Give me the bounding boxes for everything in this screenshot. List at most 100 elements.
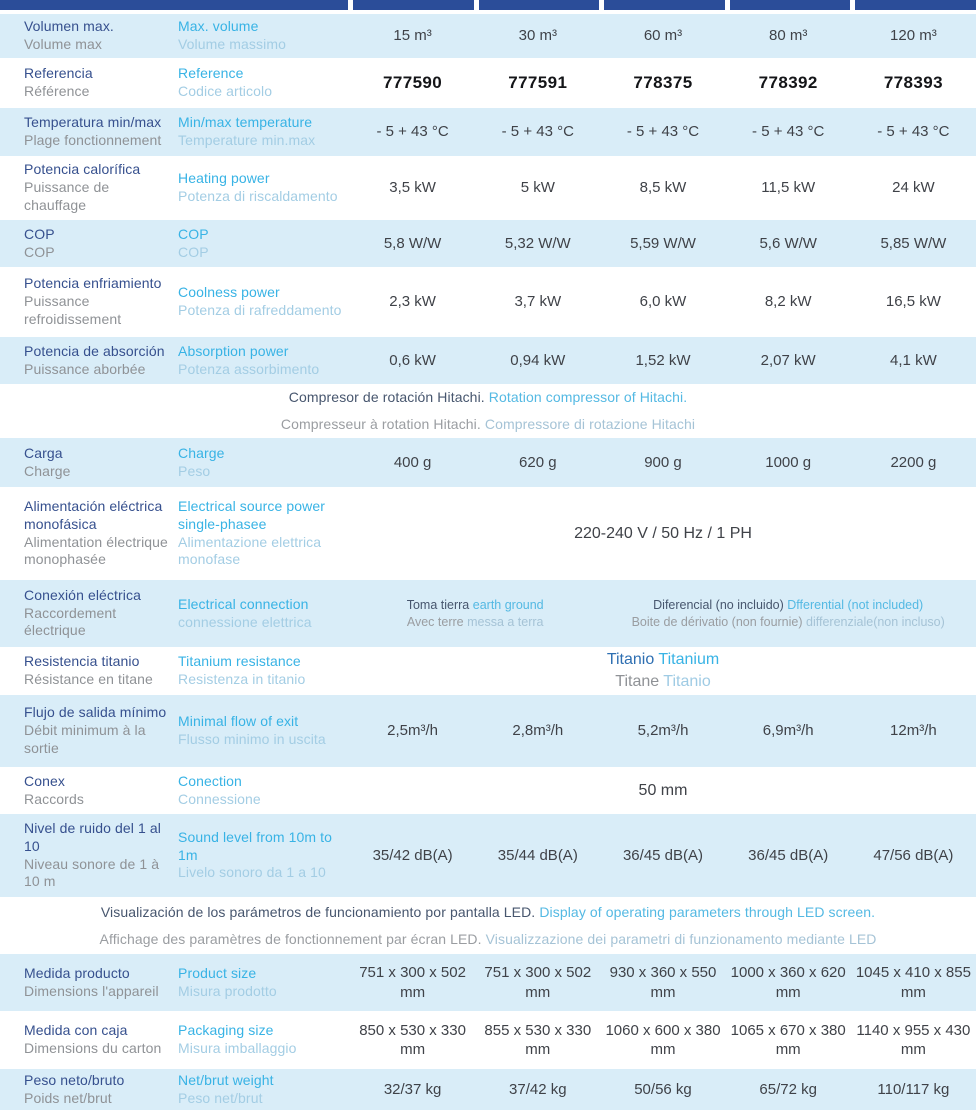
label-it: Alimentazione elettrica monofase — [178, 533, 322, 568]
value-cell: 2,5m³/h — [387, 722, 439, 740]
value-cell: 400 g — [393, 453, 432, 471]
label-fr: Puissance de chauffage — [24, 179, 110, 213]
value-cell: 37/42 kg — [509, 1080, 567, 1098]
value-cell: - 5 + 43 °C — [626, 123, 700, 141]
note-compressor-fr: Compresseur à rotation Hitachi. — [280, 416, 481, 432]
header-bar-model-2 — [478, 0, 600, 10]
note-led-display: Visualización de los parámetros de funci… — [0, 897, 976, 954]
label-en-it: Heating power Potenza di riscaldamento — [178, 170, 350, 206]
label-es-fr: Nivel de ruido del 1 al 10 Niveau sonore… — [0, 820, 178, 892]
row-product-size: Medida producto Dimensions l'appareil Pr… — [0, 954, 976, 1011]
value-cell: 5,85 W/W — [880, 234, 947, 252]
label-es: Resistencia titanio — [24, 653, 140, 670]
label-fr: Plage fonctionnement — [24, 132, 162, 148]
label-en-it: Packaging size Misura imballaggio — [178, 1022, 350, 1058]
label-fr: Raccords — [24, 790, 84, 807]
label-it: Flusso minimo in uscita — [178, 731, 326, 747]
titanium-fr: Titane — [615, 673, 660, 690]
label-en: Electrical connection — [178, 595, 309, 612]
value-cell: - 5 + 43 °C — [752, 123, 825, 141]
value-cell: - 5 + 43 °C — [376, 123, 449, 141]
power-supply-value: 220-240 V / 50 Hz / 1 PH — [574, 524, 752, 542]
differential-fr: Boite de dérivatio (non fournie) — [631, 614, 803, 629]
label-en: Product size — [178, 964, 257, 981]
value-cell: 2,07 kW — [760, 351, 816, 369]
label-en: Absorption power — [178, 342, 289, 359]
titanium-it: Titanio — [663, 673, 711, 690]
label-es-fr: Conex Raccords — [0, 773, 178, 809]
label-en: Heating power — [178, 170, 270, 187]
label-en-it: Coolness power Potenza di rafreddamento — [178, 284, 350, 320]
value-cell: 1045 x 410 x 855 mm — [855, 964, 971, 1001]
label-it: connessione elettrica — [178, 613, 312, 630]
label-fr: Charge — [24, 462, 71, 479]
value-cell: 1140 x 955 x 430 mm — [856, 1021, 971, 1059]
reference-number: 778375 — [633, 72, 693, 92]
label-es: Alimentación eléctrica monofásica — [24, 497, 163, 532]
label-en-it: Max. volume Volume massimo — [178, 18, 350, 54]
value-cell: 0,6 kW — [389, 351, 436, 369]
label-it: Potenza di riscaldamento — [178, 188, 338, 204]
value-cell: 900 g — [644, 453, 682, 471]
row-temperature-range: Temperatura min/max Plage fonctionnement… — [0, 108, 976, 156]
value-cell: 36/45 dB(A) — [748, 846, 829, 864]
header-bar-model-1 — [353, 0, 474, 10]
label-es: Conex — [24, 772, 65, 789]
note-led-fr: Affichage des paramètres de fonctionneme… — [99, 930, 482, 947]
label-es: Medida producto — [24, 964, 130, 981]
label-en: Charge — [178, 444, 225, 461]
label-es: Carga — [24, 444, 63, 461]
header-bar-model-5 — [855, 0, 976, 10]
label-en: Reference — [178, 65, 244, 82]
value-cell: 620 g — [519, 453, 557, 471]
value-cell: 60 m³ — [643, 27, 683, 45]
label-it: Misura prodotto — [178, 982, 277, 999]
reference-number: 777591 — [508, 72, 568, 92]
label-en: Max. volume — [178, 18, 259, 35]
label-en: Packaging size — [178, 1022, 274, 1039]
label-it: Livelo sonoro da 1 a 10 — [178, 864, 326, 881]
note-led-it: Visualizzazione dei parametri di funzion… — [485, 930, 877, 947]
label-en: Titanium resistance — [178, 653, 301, 670]
row-packaging-size: Medida con caja Dimensions du carton Pac… — [0, 1011, 976, 1069]
value-cell: 5 kW — [520, 179, 555, 197]
row-sound-level: Nivel de ruido del 1 al 10 Niveau sonore… — [0, 814, 976, 897]
label-en-it: Net/brut weight Peso net/brut — [178, 1072, 350, 1108]
label-es: Peso neto/bruto — [24, 1071, 125, 1088]
label-it: Peso — [178, 462, 211, 479]
value-cell: 110/117 kg — [877, 1080, 950, 1098]
label-es-fr: Carga Charge — [0, 445, 178, 481]
value-cell: 5,6 W/W — [759, 234, 817, 252]
note-compressor-it: Compressore di rotazione Hitachi — [484, 416, 696, 432]
row-max-volume: Volumen max. Volume max Max. volume Volu… — [0, 14, 976, 58]
label-es-fr: Potencia de absorción Puissance aborbée — [0, 343, 178, 379]
value-cell: 5,8 W/W — [383, 234, 442, 252]
label-es: Referencia — [24, 65, 93, 82]
label-es-fr: COP COP — [0, 226, 178, 262]
value-cell: 36/45 dB(A) — [622, 846, 704, 864]
label-es: Potencia calorífica — [24, 161, 141, 178]
value-cell: 1065 x 670 x 380 mm — [730, 1021, 846, 1059]
value-cell: 2,8m³/h — [512, 722, 564, 740]
titanium-value-cell: Titanio Titanium Titane Titanio — [350, 649, 976, 692]
differential-it: differenziale(non incluso) — [806, 614, 945, 629]
value-cell: 6,9m³/h — [762, 722, 814, 740]
value-cell: 8,5 kW — [639, 179, 687, 197]
label-en-it: Sound level from 10m to 1m Livelo sonoro… — [178, 829, 350, 883]
label-it: COP — [178, 243, 209, 260]
label-fr: Puissance refroidissement — [24, 293, 122, 327]
value-cell: 4,1 kW — [890, 351, 937, 369]
label-fr: Dimensions l'appareil — [24, 982, 159, 999]
value-cell: 930 x 360 x 550 mm — [609, 964, 717, 1001]
label-en-it: Electrical source power single-phasee Al… — [178, 498, 350, 570]
earth-ground-cell: Toma tierra earth ground Avec terre mess… — [350, 597, 600, 630]
earth-es: Toma tierra — [406, 598, 470, 613]
row-net-gross-weight: Peso neto/bruto Poids net/brut Net/brut … — [0, 1069, 976, 1110]
value-cell: 16,5 kW — [885, 293, 941, 311]
label-es-fr: Conexión eléctrica Raccordement électriq… — [0, 587, 178, 641]
titanium-es: Titanio — [606, 651, 655, 669]
differential-es: Diferencial (no incluido) — [653, 598, 784, 613]
earth-fr: Avec terre — [406, 614, 464, 629]
value-cell: - 5 + 43 °C — [877, 123, 950, 141]
